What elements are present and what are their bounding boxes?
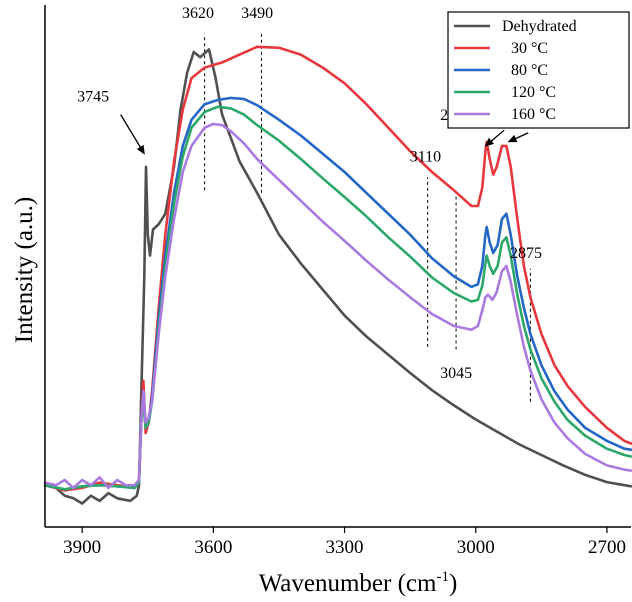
x-tick-label: 3000 bbox=[457, 537, 495, 558]
annotation-arrow bbox=[484, 129, 505, 147]
plot-area: 37453620349029752925311028753045 bbox=[43, 5, 632, 505]
legend-label: 160 °C bbox=[511, 106, 556, 123]
legend-label: 30 °C bbox=[511, 40, 548, 57]
legend-label: Dehydrated bbox=[502, 18, 577, 35]
x-tick-label: 3300 bbox=[326, 537, 364, 558]
x-axis-title-main: Wavenumber (cm bbox=[259, 570, 437, 597]
x-axis-title-sup: -1 bbox=[436, 569, 449, 585]
peak-label: 3620 bbox=[182, 5, 214, 22]
x-tick-label: 3900 bbox=[63, 537, 101, 558]
peak-label: 3045 bbox=[440, 365, 472, 382]
series-line-80-c bbox=[43, 96, 632, 491]
peak-label: 3490 bbox=[241, 5, 273, 22]
peak-label: 2875 bbox=[510, 245, 542, 262]
peak-label: 3745 bbox=[77, 89, 109, 106]
peak-label: 3110 bbox=[410, 149, 441, 166]
series-line-120-c bbox=[43, 105, 632, 491]
annotation-arrow bbox=[507, 132, 529, 143]
legend-label: 120 °C bbox=[511, 84, 556, 101]
series-line-160-c bbox=[43, 122, 632, 490]
y-axis-title: Intensity (a.u.) bbox=[11, 197, 38, 343]
x-tick-label: 2700 bbox=[588, 537, 626, 558]
x-axis-title-close: ) bbox=[449, 570, 457, 597]
legend-label: 80 °C bbox=[511, 62, 548, 79]
x-axis: 3900 3600 3300 3000 2700 bbox=[45, 526, 631, 558]
legend: Dehydrated 30 °C 80 °C 120 °C 160 °C bbox=[447, 11, 630, 129]
annotation-arrow bbox=[120, 114, 145, 155]
series-line-dehydrated bbox=[43, 48, 632, 505]
x-tick-label: 3600 bbox=[194, 537, 232, 558]
x-axis-title: Wavenumber (cm-1) bbox=[259, 569, 458, 597]
